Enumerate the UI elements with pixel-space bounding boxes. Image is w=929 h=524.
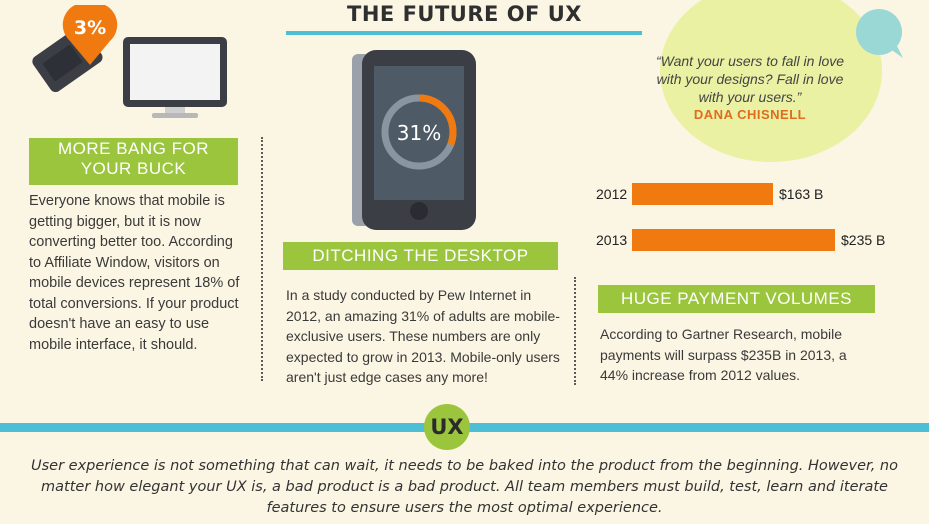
more-bang-banner-line1: MORE BANG FOR bbox=[57, 139, 209, 158]
quote-author: DANA CHISNELL bbox=[693, 107, 807, 122]
discount-badge-text: 3% bbox=[74, 17, 106, 39]
phone-stat-label: 31% bbox=[397, 121, 441, 145]
title-underline bbox=[286, 31, 642, 35]
bar-value-label: $163 B bbox=[779, 186, 824, 202]
bar bbox=[632, 183, 773, 205]
bar-value-label: $235 B bbox=[841, 232, 886, 248]
page-title: THE FUTURE OF UX bbox=[347, 2, 582, 26]
chat-bubble-icon bbox=[856, 9, 903, 58]
more-bang-text: Everyone knows that mobile is getting bi… bbox=[29, 193, 240, 353]
quote-bubble bbox=[660, 0, 882, 162]
quote-text: “Want your users to fall in love with yo… bbox=[655, 53, 845, 105]
discount-tag-icon: 3% bbox=[62, 5, 118, 65]
divider-left bbox=[261, 137, 263, 381]
smartphone-icon: 31% bbox=[352, 50, 476, 230]
ux-badge: UX bbox=[424, 404, 470, 450]
ditching-desktop-banner: DITCHING THE DESKTOP bbox=[283, 242, 558, 270]
ditching-desktop-text: In a study conducted by Pew Internet in … bbox=[286, 287, 560, 385]
closing-statement: User experience is not something that ca… bbox=[31, 458, 898, 516]
divider-right bbox=[574, 277, 576, 385]
more-bang-banner-line2: YOUR BUCK bbox=[80, 159, 187, 178]
payment-volumes-text: According to Gartner Research, mobile pa… bbox=[600, 326, 847, 383]
bar-category-label: 2012 bbox=[596, 186, 628, 202]
more-bang-banner: MORE BANG FOR YOUR BUCK bbox=[29, 138, 238, 185]
devices-illustration: 3% bbox=[32, 5, 227, 118]
percent-arc bbox=[381, 94, 457, 170]
payment-volumes-banner: HUGE PAYMENT VOLUMES bbox=[598, 285, 875, 313]
bar-category-label: 2013 bbox=[596, 232, 628, 248]
desktop-monitor-icon bbox=[123, 37, 227, 118]
bar bbox=[632, 229, 835, 251]
